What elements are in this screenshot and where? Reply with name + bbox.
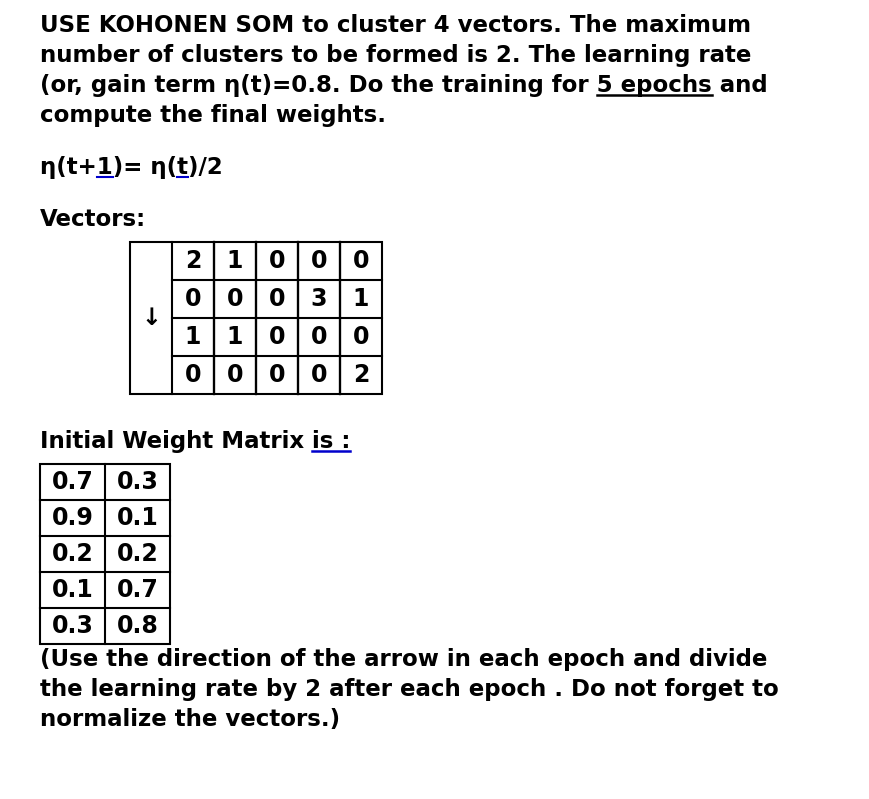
Text: 0: 0 <box>269 287 285 311</box>
Text: 0: 0 <box>352 325 368 349</box>
Text: 0: 0 <box>352 249 368 273</box>
Text: 0: 0 <box>269 363 285 387</box>
Text: 0: 0 <box>310 249 327 273</box>
Text: 0: 0 <box>227 363 243 387</box>
Text: 1: 1 <box>353 287 368 311</box>
Text: 0: 0 <box>227 287 243 311</box>
Text: 2: 2 <box>184 249 201 273</box>
Text: 0.1: 0.1 <box>116 506 158 530</box>
Text: 1: 1 <box>227 325 243 349</box>
Text: 0: 0 <box>310 363 327 387</box>
Text: 0: 0 <box>184 287 201 311</box>
Text: ↓: ↓ <box>141 306 161 330</box>
Text: 1: 1 <box>227 249 243 273</box>
Text: Vectors:: Vectors: <box>40 208 146 231</box>
Text: 0.9: 0.9 <box>51 506 93 530</box>
Text: 0.3: 0.3 <box>51 614 93 638</box>
Text: USE KOHONEN SOM to cluster 4 vectors. The maximum: USE KOHONEN SOM to cluster 4 vectors. Th… <box>40 14 750 37</box>
Text: 0: 0 <box>269 249 285 273</box>
Text: 0: 0 <box>269 325 285 349</box>
Text: is :: is : <box>312 430 350 453</box>
Bar <box>129 242 381 394</box>
Text: (Use the direction of the arrow in each epoch and divide: (Use the direction of the arrow in each … <box>40 648 766 671</box>
Text: 0.3: 0.3 <box>116 470 158 494</box>
Text: 2: 2 <box>353 363 368 387</box>
Text: 0: 0 <box>310 325 327 349</box>
Text: 0.7: 0.7 <box>116 578 158 602</box>
Text: normalize the vectors.): normalize the vectors.) <box>40 708 340 731</box>
Bar <box>40 464 169 644</box>
Text: 0.7: 0.7 <box>51 470 93 494</box>
Text: 3: 3 <box>310 287 327 311</box>
Text: 0: 0 <box>184 363 201 387</box>
Text: Initial Weight Matrix: Initial Weight Matrix <box>40 430 312 453</box>
Text: 0.1: 0.1 <box>51 578 93 602</box>
Text: η(t+1)= η(t)/2: η(t+1)= η(t)/2 <box>40 156 222 179</box>
Text: the learning rate by 2 after each epoch . Do not forget to: the learning rate by 2 after each epoch … <box>40 678 778 701</box>
Text: 1: 1 <box>184 325 201 349</box>
Text: compute the final weights.: compute the final weights. <box>40 104 386 127</box>
Text: (or, gain term η(t)=0.8. Do the training for 5 epochs and: (or, gain term η(t)=0.8. Do the training… <box>40 74 766 97</box>
Text: 0.2: 0.2 <box>116 542 158 566</box>
Text: number of clusters to be formed is 2. The learning rate: number of clusters to be formed is 2. Th… <box>40 44 751 67</box>
Text: 0.2: 0.2 <box>51 542 93 566</box>
Text: 0.8: 0.8 <box>116 614 158 638</box>
